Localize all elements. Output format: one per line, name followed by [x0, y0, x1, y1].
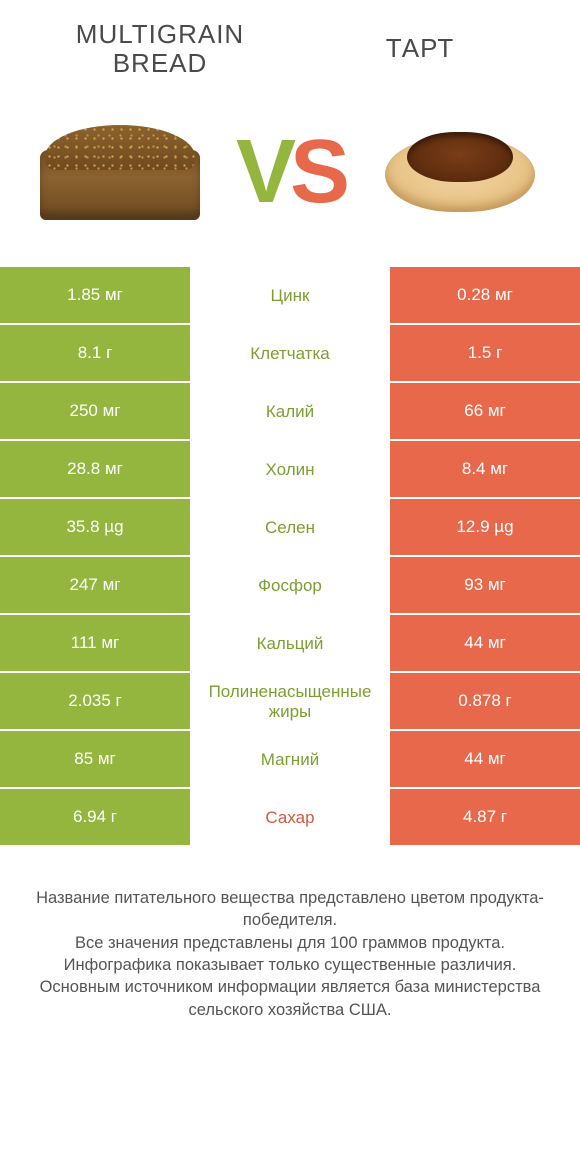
- header: MULTIGRAIN BREAD ТАРТ: [0, 0, 580, 87]
- table-row: 28.8 мгХолин8.4 мг: [0, 441, 580, 499]
- tart-icon: [385, 122, 535, 222]
- table-row: 8.1 гКлетчатка1.5 г: [0, 325, 580, 383]
- nutrient-label: Магний: [190, 731, 390, 789]
- vs-s: S: [290, 127, 344, 217]
- table-row: 247 мгФосфор93 мг: [0, 557, 580, 615]
- table-row: 250 мгКалий66 мг: [0, 383, 580, 441]
- table-row: 1.85 мгЦинк0.28 мг: [0, 267, 580, 325]
- right-title: ТАРТ: [386, 33, 454, 63]
- nutrient-label: Калий: [190, 383, 390, 441]
- vs-label: VS: [236, 127, 344, 217]
- nutrient-label: Кальций: [190, 615, 390, 673]
- right-value: 12.9 µg: [390, 499, 580, 557]
- footer-line-4: Основным источником информации является …: [28, 976, 552, 1021]
- footer-line-3: Инфографика показывает только существенн…: [28, 954, 552, 976]
- right-product-title: ТАРТ: [290, 34, 550, 63]
- right-value: 0.28 мг: [390, 267, 580, 325]
- left-title-line2: BREAD: [113, 48, 208, 78]
- tart-image: [370, 107, 550, 237]
- left-value: 1.85 мг: [0, 267, 190, 325]
- right-value: 66 мг: [390, 383, 580, 441]
- right-value: 93 мг: [390, 557, 580, 615]
- bread-icon: [40, 125, 200, 220]
- left-value: 2.035 г: [0, 673, 190, 731]
- bread-image: [30, 107, 210, 237]
- left-title-line1: MULTIGRAIN: [76, 19, 244, 49]
- images-row: VS: [0, 87, 580, 267]
- table-row: 6.94 гСахар4.87 г: [0, 789, 580, 847]
- nutrition-table: 1.85 мгЦинк0.28 мг8.1 гКлетчатка1.5 г250…: [0, 267, 580, 847]
- left-value: 28.8 мг: [0, 441, 190, 499]
- left-value: 6.94 г: [0, 789, 190, 847]
- right-value: 44 мг: [390, 731, 580, 789]
- right-value: 4.87 г: [390, 789, 580, 847]
- left-value: 111 мг: [0, 615, 190, 673]
- right-value: 44 мг: [390, 615, 580, 673]
- left-value: 247 мг: [0, 557, 190, 615]
- footer-notes: Название питательного вещества представл…: [0, 847, 580, 1021]
- left-product-title: MULTIGRAIN BREAD: [30, 20, 290, 77]
- right-value: 0.878 г: [390, 673, 580, 731]
- footer-line-2: Все значения представлены для 100 граммо…: [28, 932, 552, 954]
- left-value: 8.1 г: [0, 325, 190, 383]
- nutrient-label: Клетчатка: [190, 325, 390, 383]
- table-row: 2.035 гПолиненасыщенные жиры0.878 г: [0, 673, 580, 731]
- nutrient-label: Цинк: [190, 267, 390, 325]
- footer-line-1: Название питательного вещества представл…: [28, 887, 552, 932]
- right-value: 1.5 г: [390, 325, 580, 383]
- left-value: 250 мг: [0, 383, 190, 441]
- nutrient-label: Сахар: [190, 789, 390, 847]
- nutrient-label: Селен: [190, 499, 390, 557]
- left-value: 35.8 µg: [0, 499, 190, 557]
- nutrient-label: Полиненасыщенные жиры: [190, 673, 390, 731]
- table-row: 111 мгКальций44 мг: [0, 615, 580, 673]
- nutrient-label: Фосфор: [190, 557, 390, 615]
- left-value: 85 мг: [0, 731, 190, 789]
- right-value: 8.4 мг: [390, 441, 580, 499]
- table-row: 35.8 µgСелен12.9 µg: [0, 499, 580, 557]
- vs-v: V: [236, 127, 290, 217]
- table-row: 85 мгМагний44 мг: [0, 731, 580, 789]
- nutrient-label: Холин: [190, 441, 390, 499]
